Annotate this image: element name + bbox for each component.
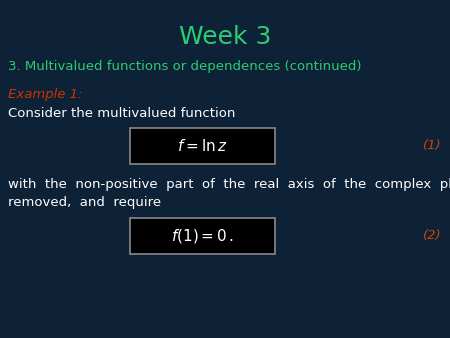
Text: removed,  and  require: removed, and require (8, 196, 161, 209)
Text: 3. Multivalued functions or dependences (continued): 3. Multivalued functions or dependences … (8, 60, 361, 73)
Text: $f = \ln z$: $f = \ln z$ (177, 138, 228, 154)
Text: Week 3: Week 3 (179, 25, 271, 49)
FancyBboxPatch shape (130, 128, 275, 164)
Text: Example 1:: Example 1: (8, 88, 82, 101)
FancyBboxPatch shape (130, 218, 275, 254)
Text: with  the  non-positive  part  of  the  real  axis  of  the  complex  plane: with the non-positive part of the real a… (8, 178, 450, 191)
Text: $f(1) = 0\,.$: $f(1) = 0\,.$ (171, 227, 234, 245)
Text: Consider the multivalued function: Consider the multivalued function (8, 107, 235, 120)
Text: (2): (2) (423, 230, 442, 242)
Text: (1): (1) (423, 140, 442, 152)
